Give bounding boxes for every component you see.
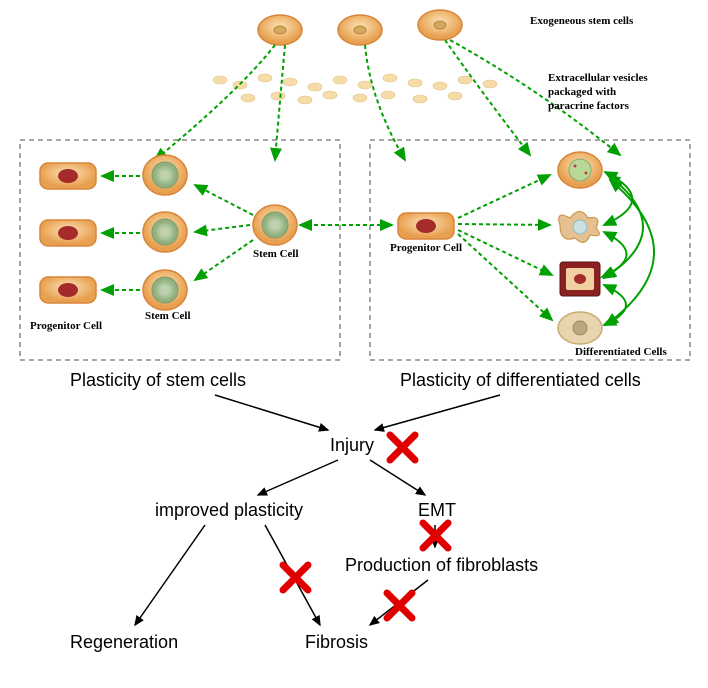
exo-cell-1 (258, 15, 302, 45)
label-prog-l: Progenitor Cell (30, 320, 102, 333)
diff-3 (560, 262, 600, 296)
stem-cell-b (143, 212, 187, 252)
right-dash-arrows (458, 175, 552, 320)
title-left: Plasticity of stem cells (70, 370, 246, 391)
flow-fibrosis: Fibrosis (305, 632, 368, 653)
stem-cell-a (143, 155, 187, 195)
exo-cell-3 (418, 10, 462, 40)
diff-1 (558, 152, 602, 188)
prog-a (40, 163, 96, 189)
prog-c (40, 277, 96, 303)
stem-cell-main (253, 205, 297, 245)
diff-4 (558, 312, 602, 344)
label-stemcell-l: Stem Cell (145, 310, 191, 323)
right-solid-arrows (602, 172, 654, 325)
flow-regen: Regeneration (70, 632, 178, 653)
label-prog-r: Progenitor Cell (390, 242, 462, 255)
flow-emt: EMT (418, 500, 456, 521)
flow-injury: Injury (330, 435, 374, 456)
flow-production: Production of fibroblasts (345, 555, 538, 576)
diff-2 (559, 212, 600, 243)
flow-improved: improved plasticity (155, 500, 303, 521)
red-crosses (283, 435, 448, 618)
exo-cell-2 (338, 15, 382, 45)
label-vesicles-3: paracrine factors (548, 100, 629, 113)
label-diff: Differentiated Cells (575, 346, 667, 359)
label-exogenous: Exogeneous stem cells (530, 15, 633, 28)
label-vesicles-1: Extracellular vesicles (548, 72, 648, 85)
label-vesicles-2: packaged with (548, 86, 616, 99)
title-right: Plasticity of differentiated cells (400, 370, 641, 391)
prog-b (40, 220, 96, 246)
label-stemcell-r: Stem Cell (253, 248, 299, 261)
vesicles (213, 74, 497, 104)
prog-right (398, 213, 454, 239)
stem-cell-c (143, 270, 187, 310)
